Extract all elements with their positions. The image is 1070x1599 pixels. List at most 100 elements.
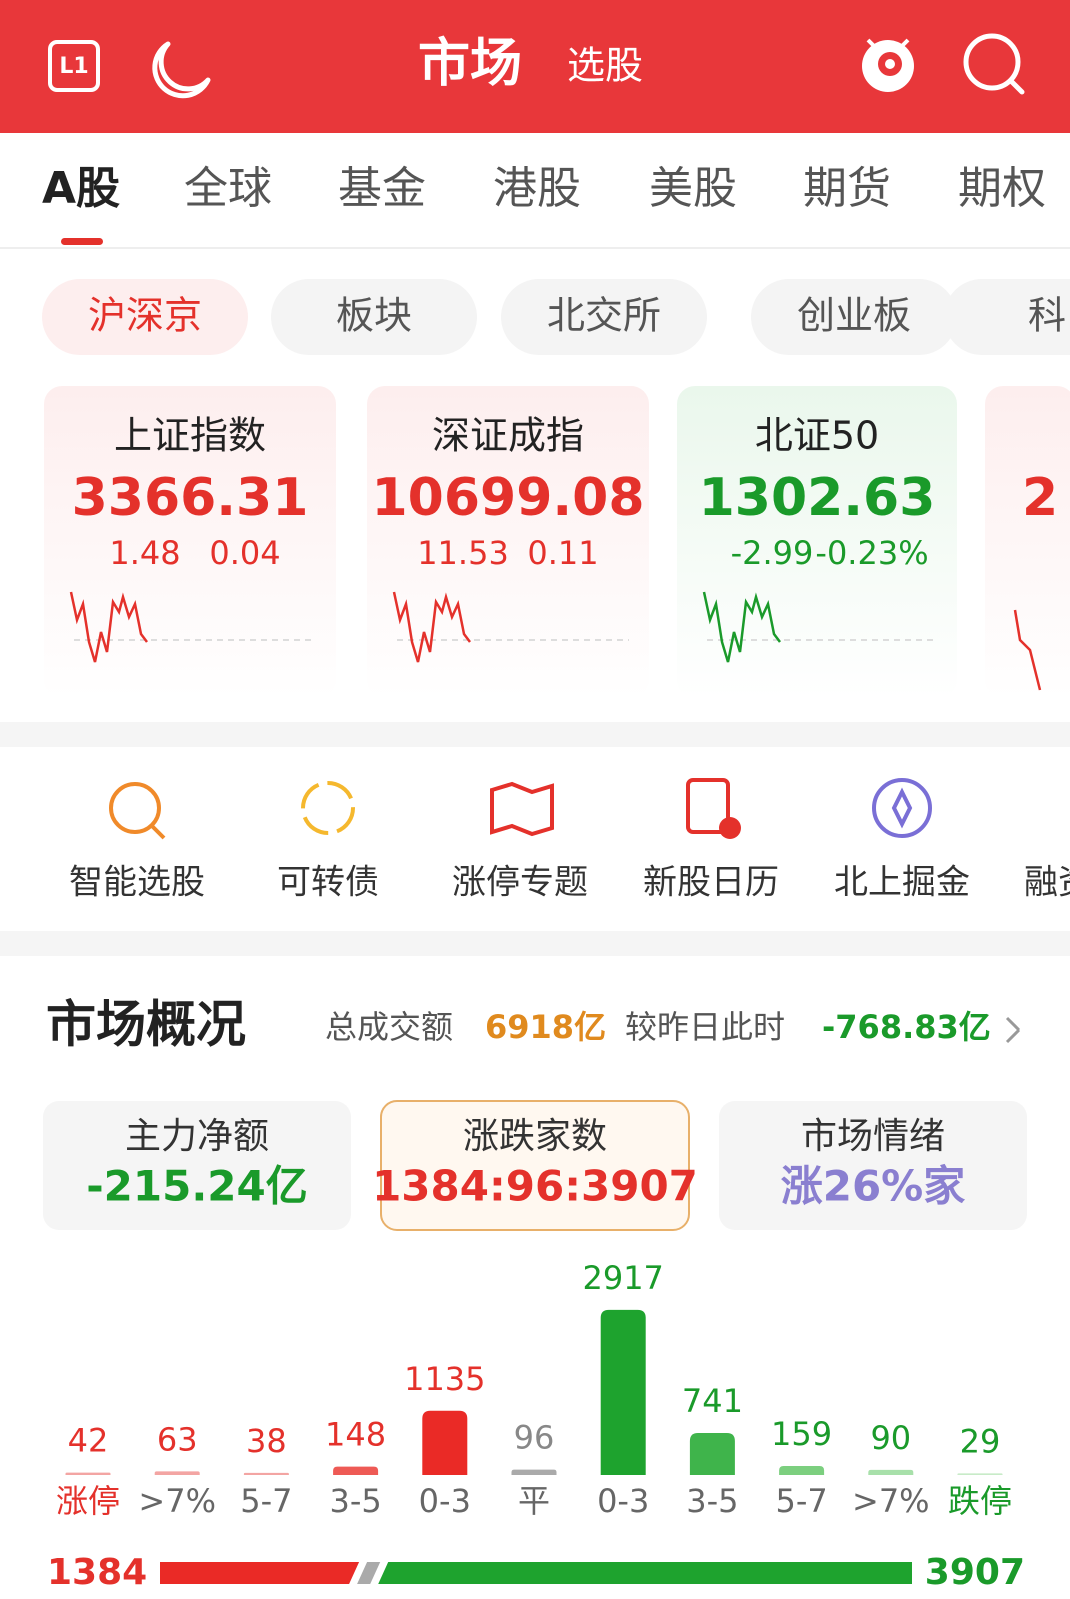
value-label: 741 (682, 1382, 743, 1420)
subtab: 北交所 (547, 294, 661, 338)
index-pct: 0.04 (209, 534, 280, 572)
shortcut-label[interactable]: 北上掘金 (834, 863, 970, 903)
subtab: 科 (1028, 294, 1066, 338)
shortcut-label[interactable]: 智能选股 (69, 863, 205, 903)
overview-card-title: 涨跌家数 (463, 1116, 607, 1157)
value-label: 29 (960, 1422, 1001, 1460)
tab[interactable]: 期权 (958, 163, 1046, 214)
subtab: 创业板 (797, 294, 911, 338)
index-name: 北证50 (755, 414, 879, 458)
index-value: 10699.08 (371, 468, 644, 528)
overview-card[interactable] (719, 1101, 1027, 1230)
l1-button[interactable] (48, 40, 100, 92)
value-label: 1135 (404, 1360, 485, 1398)
chevron[interactable] (1005, 1016, 1021, 1032)
ratio-flat (357, 1562, 381, 1584)
category-label: >7% (138, 1482, 216, 1520)
bar (689, 1433, 735, 1475)
value-label: 42 (68, 1422, 109, 1460)
shortcut-icon (109, 778, 932, 840)
down-count: 3907 (925, 1552, 1025, 1593)
category-label: 3-5 (686, 1482, 738, 1520)
chevron[interactable] (1005, 1028, 1021, 1044)
turnover-label: 总成交额 (325, 1008, 453, 1046)
shortcut-label[interactable]: 新股日历 (643, 863, 779, 903)
value-label: 63 (157, 1420, 198, 1458)
category-label: 平 (518, 1482, 550, 1520)
category-label: 5-7 (240, 1482, 292, 1520)
tab-indicator (61, 238, 103, 245)
overview-card-value: -215.24亿 (86, 1162, 308, 1211)
index-change: 11.53 (417, 534, 509, 572)
tab[interactable]: 全球 (184, 163, 272, 214)
category-label: 0-3 (597, 1482, 649, 1520)
sparkline (702, 591, 781, 663)
index-name: 深证成指 (432, 414, 584, 458)
subtab-pill[interactable] (501, 279, 707, 355)
tab[interactable]: 基金 (338, 163, 426, 214)
tab[interactable]: 港股 (493, 163, 581, 214)
subtab-pill[interactable] (271, 279, 477, 355)
bar (600, 1309, 646, 1475)
subtab-pill[interactable] (42, 279, 248, 355)
overview-card[interactable] (380, 1100, 690, 1231)
value-label: 148 (325, 1416, 386, 1454)
index-value: 3366.31 (72, 468, 309, 528)
page-subtitle: 选股 (567, 44, 643, 88)
overview-card-title: 市场情绪 (801, 1116, 945, 1157)
icon-label: L1 (59, 54, 88, 79)
bar (868, 1469, 914, 1475)
night-mode-button[interactable] (152, 41, 211, 99)
section-title: 市场概况 (46, 996, 246, 1054)
index-card[interactable] (44, 386, 336, 698)
bar (154, 1471, 200, 1475)
bar (65, 1472, 111, 1475)
shortcut-label[interactable]: 涨停专题 (452, 863, 588, 903)
shortcut-label[interactable]: 可转债 (277, 863, 379, 903)
value-label: 96 (514, 1419, 555, 1457)
tab[interactable]: 期货 (803, 163, 891, 214)
assistant-button[interactable] (862, 38, 914, 92)
bar (243, 1472, 289, 1475)
sparkline (69, 591, 148, 663)
category-label: 0-3 (419, 1482, 471, 1520)
shortcut-label[interactable]: 融资 (1024, 863, 1070, 903)
index-change: 1.48 (109, 534, 180, 572)
value-label: 90 (870, 1419, 911, 1457)
subtab-pill[interactable] (944, 279, 1070, 355)
compare: -768.83亿 (822, 1008, 991, 1046)
index-change: -2.99 (731, 534, 814, 572)
bar (333, 1466, 379, 1475)
ratio-up (160, 1562, 360, 1584)
subtab-pill[interactable] (751, 279, 957, 355)
index-value: 2 (1022, 468, 1058, 528)
index-card[interactable] (677, 386, 957, 698)
section-gap (0, 931, 1070, 956)
page-title: 市场 (418, 34, 522, 94)
sparkline (392, 591, 471, 663)
section-gap (0, 722, 1070, 747)
index-card[interactable] (985, 386, 1070, 698)
value-label: 2917 (582, 1259, 663, 1297)
bar (957, 1473, 1003, 1475)
overview-card-value: 1384:96:3907 (372, 1162, 698, 1211)
category-label: 涨停 (56, 1482, 120, 1520)
index-card[interactable] (367, 386, 649, 698)
sparkline (1013, 609, 1042, 691)
index-pct: -0.23% (815, 534, 928, 572)
overview-card-title: 主力净额 (125, 1116, 269, 1157)
category-label: 5-7 (775, 1482, 827, 1520)
overview-card[interactable] (43, 1101, 351, 1230)
ratio-down (378, 1562, 912, 1584)
up-count: 1384 (47, 1552, 147, 1593)
value-label: 38 (246, 1422, 287, 1460)
tab[interactable]: 美股 (649, 163, 737, 214)
search-button[interactable] (963, 33, 1025, 95)
bar (511, 1469, 557, 1475)
tab[interactable]: A股 (42, 163, 120, 214)
bar (422, 1410, 468, 1475)
compare-label: 较昨日此时 (625, 1008, 785, 1046)
overview-card-value: 涨26%家 (781, 1162, 966, 1211)
